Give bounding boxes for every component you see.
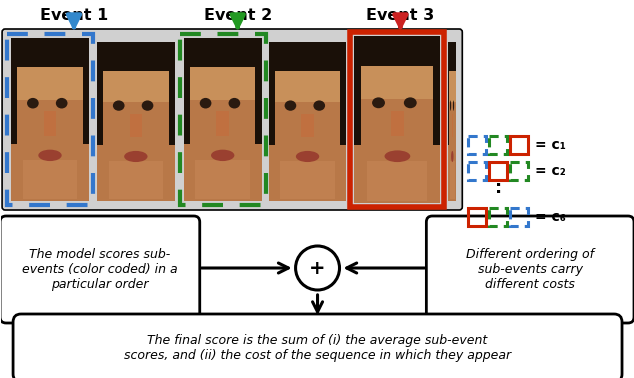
Ellipse shape [453, 101, 454, 111]
FancyBboxPatch shape [367, 161, 427, 201]
FancyBboxPatch shape [11, 38, 89, 201]
Ellipse shape [211, 150, 235, 161]
FancyBboxPatch shape [0, 216, 200, 323]
FancyBboxPatch shape [13, 314, 622, 378]
Text: Different ordering of
sub-events carry
different costs: Different ordering of sub-events carry d… [466, 248, 594, 291]
FancyBboxPatch shape [169, 42, 175, 146]
FancyBboxPatch shape [17, 67, 82, 100]
FancyBboxPatch shape [434, 36, 441, 144]
FancyBboxPatch shape [129, 113, 142, 137]
FancyBboxPatch shape [340, 42, 347, 146]
Ellipse shape [296, 151, 320, 162]
Text: The model scores sub-
events (color coded) in a
particular order: The model scores sub- events (color code… [22, 248, 178, 291]
Text: Event 1: Event 1 [40, 8, 108, 23]
FancyBboxPatch shape [256, 38, 262, 144]
FancyBboxPatch shape [11, 38, 89, 84]
Ellipse shape [451, 151, 453, 162]
Ellipse shape [113, 101, 124, 111]
Text: = c₁: = c₁ [535, 138, 566, 152]
Ellipse shape [450, 101, 451, 111]
Ellipse shape [200, 98, 211, 108]
FancyBboxPatch shape [2, 29, 462, 210]
FancyBboxPatch shape [216, 112, 229, 136]
FancyBboxPatch shape [44, 112, 56, 136]
Text: = c₂: = c₂ [535, 164, 566, 178]
FancyBboxPatch shape [354, 36, 441, 83]
Ellipse shape [404, 98, 417, 108]
FancyBboxPatch shape [451, 113, 453, 137]
FancyBboxPatch shape [23, 160, 77, 199]
FancyBboxPatch shape [269, 42, 347, 87]
FancyBboxPatch shape [275, 71, 340, 102]
FancyBboxPatch shape [448, 42, 449, 146]
Ellipse shape [56, 98, 68, 108]
FancyBboxPatch shape [108, 161, 163, 200]
Text: Event 2: Event 2 [204, 8, 272, 23]
FancyBboxPatch shape [301, 113, 314, 137]
FancyBboxPatch shape [280, 161, 335, 200]
FancyBboxPatch shape [97, 42, 175, 87]
FancyBboxPatch shape [184, 38, 262, 201]
FancyBboxPatch shape [97, 42, 175, 201]
Text: = c₆: = c₆ [535, 210, 566, 224]
Ellipse shape [38, 150, 61, 161]
Ellipse shape [27, 98, 39, 108]
FancyBboxPatch shape [450, 161, 455, 200]
Ellipse shape [141, 101, 153, 111]
Ellipse shape [228, 98, 240, 108]
FancyBboxPatch shape [449, 71, 456, 102]
Text: +: + [309, 259, 326, 277]
Text: :: : [495, 179, 501, 197]
FancyBboxPatch shape [354, 36, 441, 203]
FancyBboxPatch shape [269, 42, 275, 146]
Ellipse shape [313, 101, 325, 111]
FancyBboxPatch shape [426, 216, 634, 323]
FancyBboxPatch shape [361, 66, 434, 99]
Ellipse shape [124, 151, 148, 162]
Ellipse shape [385, 150, 410, 162]
FancyBboxPatch shape [448, 42, 456, 87]
Ellipse shape [372, 98, 385, 108]
FancyBboxPatch shape [82, 38, 89, 144]
Text: Event 3: Event 3 [366, 8, 434, 23]
FancyBboxPatch shape [103, 71, 169, 102]
FancyBboxPatch shape [97, 42, 103, 146]
FancyBboxPatch shape [195, 160, 250, 199]
Ellipse shape [285, 101, 296, 111]
FancyBboxPatch shape [184, 38, 262, 84]
FancyBboxPatch shape [11, 38, 17, 144]
FancyBboxPatch shape [448, 42, 456, 201]
FancyBboxPatch shape [190, 67, 256, 100]
Circle shape [295, 246, 339, 290]
FancyBboxPatch shape [269, 42, 347, 201]
FancyBboxPatch shape [184, 38, 190, 144]
FancyBboxPatch shape [354, 36, 361, 144]
FancyBboxPatch shape [391, 111, 404, 136]
Text: The final score is the sum of (i) the average sub-event
scores, and (ii) the cos: The final score is the sum of (i) the av… [124, 334, 511, 362]
